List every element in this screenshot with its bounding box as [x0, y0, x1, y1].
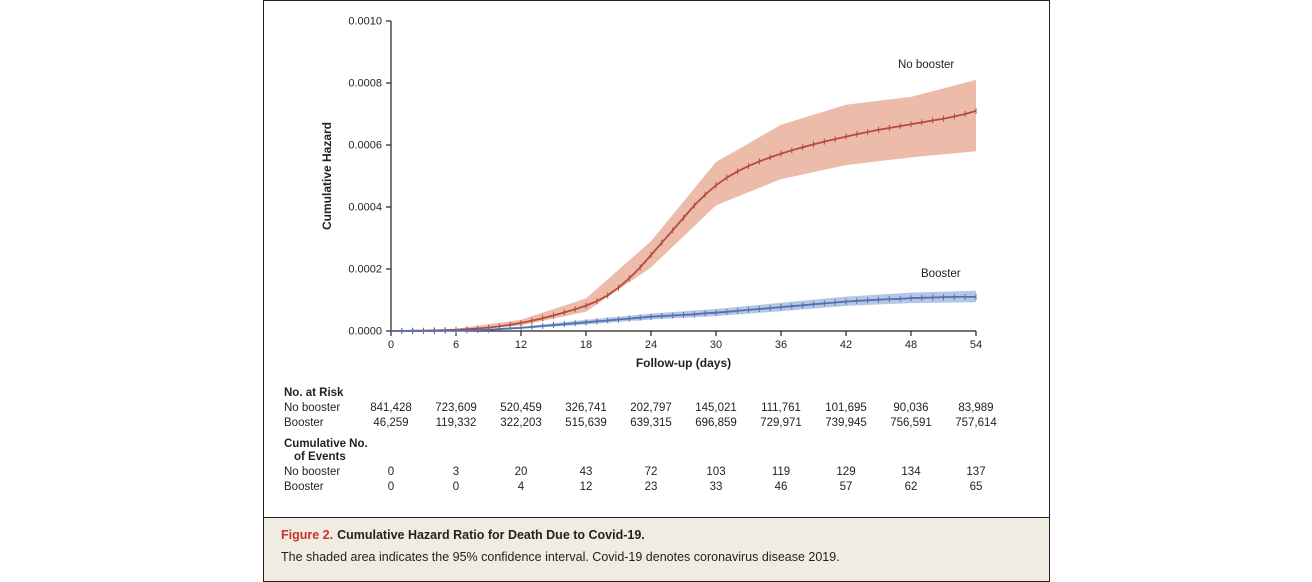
- risk-value: 326,741: [565, 402, 607, 414]
- x-tick-label: 36: [775, 339, 787, 351]
- events-value: 57: [839, 480, 853, 493]
- risk-value: 101,695: [825, 402, 867, 414]
- risk-value: 757,614: [955, 416, 997, 429]
- y-tick-label: 0.0008: [348, 78, 382, 90]
- confidence-bands: [391, 79, 976, 332]
- risk-value: 739,945: [825, 416, 867, 429]
- figure-title: Cumulative Hazard Ratio for Death Due to…: [337, 528, 645, 542]
- risk-value: 83,989: [958, 402, 994, 414]
- events-value: 103: [706, 466, 726, 478]
- risk-table-header: No. at Risk: [284, 387, 344, 399]
- events-value: 0: [387, 480, 395, 493]
- events-value: 12: [579, 480, 593, 493]
- events-value: 0: [387, 466, 395, 478]
- series-label-booster: Booster: [921, 268, 961, 280]
- figure-description: The shaded area indicates the 95% confid…: [281, 550, 840, 564]
- y-tick-label: 0.0004: [348, 202, 382, 214]
- events-value: 129: [836, 466, 856, 478]
- x-tick-label: 48: [905, 339, 917, 351]
- events-value: 20: [514, 466, 528, 478]
- ci-band-booster: [391, 290, 976, 331]
- risk-value: 515,639: [565, 416, 607, 429]
- hazard-chart: 0.0000 0.0002 0.0004 0.0006 0.0008 0.0010 0 6 12…: [320, 16, 982, 371]
- events-value: 3: [452, 466, 460, 478]
- ci-band-no-booster: [391, 79, 976, 332]
- x-tick-label: 0: [388, 339, 394, 351]
- risk-value: 756,591: [890, 416, 932, 429]
- y-tick-label: 0.0002: [348, 264, 382, 276]
- risk-value: 520,459: [500, 402, 542, 414]
- x-tick-label: 42: [840, 339, 852, 351]
- events-value: 43: [579, 466, 593, 478]
- events-value: 23: [644, 480, 658, 493]
- y-tick-label: 0.0000: [348, 326, 382, 338]
- events-row-label: Booster: [284, 480, 324, 493]
- figure-panel: 0.0000 0.0002 0.0004 0.0006 0.0008 0.0010 0 6 12…: [263, 0, 1050, 582]
- x-tick-label: 54: [970, 339, 982, 351]
- y-tick-label: 0.0010: [348, 16, 382, 28]
- risk-value: 90,036: [893, 402, 929, 414]
- risk-value: 202,797: [630, 402, 672, 414]
- caption-title-line: Figure 2. Cumulative Hazard Ratio for Dea…: [281, 528, 1032, 542]
- risk-value: 111,761: [761, 402, 801, 414]
- events-row-label: No booster: [284, 466, 341, 478]
- risk-value: 145,021: [695, 402, 737, 414]
- risk-row-label: Booster: [284, 416, 324, 429]
- events-value: 4: [517, 480, 525, 493]
- risk-value: 841,428: [370, 402, 412, 414]
- events-table-header: Cumulative No.: [284, 438, 368, 450]
- risk-value: 46,259: [373, 416, 409, 429]
- risk-value: 696,859: [695, 416, 737, 429]
- events-table-header-line2: of Events: [294, 451, 346, 463]
- x-tick-label: 18: [580, 339, 592, 351]
- hazard-curves: [391, 107, 977, 334]
- risk-row-label: No booster: [284, 402, 341, 414]
- x-tick-label: 12: [515, 339, 527, 351]
- risk-value: 723,609: [435, 402, 477, 414]
- figure-number: Figure 2.: [281, 528, 334, 542]
- events-value: 72: [644, 466, 658, 478]
- x-tick-label: 24: [645, 339, 657, 351]
- x-tick-label: 30: [710, 339, 722, 351]
- events-value: 0: [452, 480, 460, 493]
- risk-value: 322,203: [500, 416, 542, 429]
- series-label-no-booster: No booster: [898, 59, 954, 71]
- events-value: 119: [771, 466, 791, 478]
- x-tick-label: 6: [453, 339, 459, 351]
- x-axis-title: Follow-up (days): [636, 356, 731, 370]
- events-value: 134: [901, 466, 921, 478]
- risk-value: 119,332: [435, 416, 477, 429]
- risk-value: 639,315: [630, 416, 672, 429]
- events-value: 62: [904, 480, 918, 493]
- y-tick-label: 0.0006: [348, 140, 382, 152]
- events-value: 65: [969, 480, 983, 493]
- events-value: 46: [774, 480, 788, 493]
- events-value: 137: [966, 466, 986, 478]
- censor-marks-booster: [401, 293, 977, 334]
- risk-value: 729,971: [760, 416, 802, 429]
- figure-caption: Figure 2. Cumulative Hazard Ratio for Dea…: [264, 517, 1049, 581]
- events-value: 33: [709, 480, 723, 493]
- y-axis-title: Cumulative Hazard: [320, 122, 334, 230]
